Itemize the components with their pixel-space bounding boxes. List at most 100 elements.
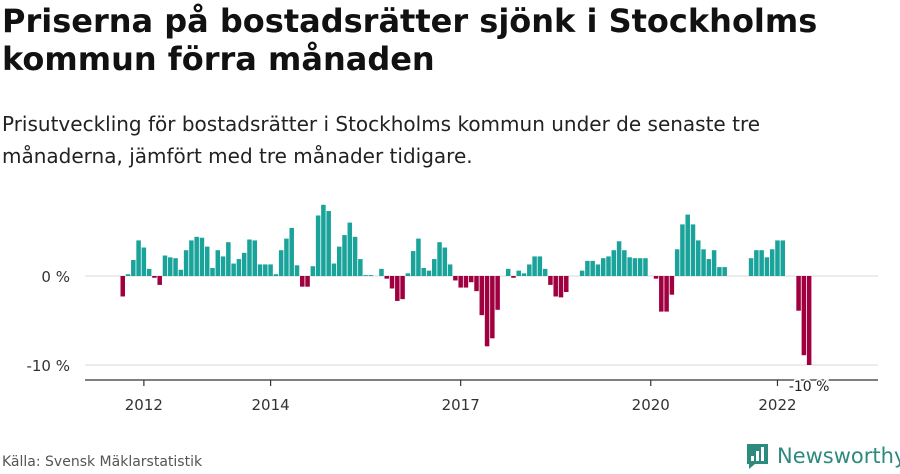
bar: [801, 276, 807, 356]
x-tick-label: 2022: [758, 396, 796, 414]
bar: [125, 274, 131, 276]
bar: [711, 250, 717, 276]
bar: [152, 276, 157, 278]
bar: [474, 276, 479, 292]
bar: [136, 240, 141, 276]
bar: [442, 247, 448, 276]
bar: [204, 246, 210, 276]
x-tick-label: 2014: [251, 396, 289, 414]
bar: [537, 256, 543, 276]
bar: [468, 276, 474, 283]
bar: [199, 237, 205, 276]
bar: [379, 268, 384, 276]
bar: [368, 275, 374, 276]
bar: [168, 257, 173, 276]
x-tick-label: 2020: [632, 396, 670, 414]
bar: [780, 240, 785, 276]
bar: [564, 276, 569, 293]
bar: [558, 276, 564, 298]
bar: [215, 250, 221, 276]
source-note: Källa: Svensk Mäklarstatistik: [2, 454, 203, 470]
bar: [717, 267, 722, 276]
chart-title: Priserna på bostadsrätter sjönk i Stockh…: [2, 2, 818, 78]
bar: [189, 240, 194, 276]
bar: [252, 240, 257, 276]
bar: [305, 276, 310, 287]
bar: [643, 258, 648, 276]
bar: [516, 270, 521, 276]
bar: [241, 252, 247, 276]
bar: [300, 276, 305, 287]
bar: [722, 267, 727, 276]
bar: [579, 270, 585, 276]
bar: [659, 276, 664, 312]
bar: [226, 242, 231, 276]
bar: [389, 276, 395, 289]
bar: [611, 250, 617, 276]
bar: [178, 269, 184, 276]
bar: [463, 276, 469, 288]
bar: [748, 258, 754, 276]
bar: [490, 276, 495, 339]
bar: [759, 250, 764, 276]
bar: [326, 211, 331, 276]
y-tick-label: -10 %: [26, 357, 70, 375]
bar: [342, 235, 347, 276]
bar: [395, 276, 400, 301]
bar: [426, 270, 432, 276]
bar: [553, 276, 558, 297]
bar: [120, 276, 125, 297]
bar: [310, 266, 316, 276]
bar: [321, 204, 326, 276]
bar: [131, 259, 136, 276]
bar: [653, 276, 659, 279]
newsworthy-logo: Newsworthy: [745, 441, 900, 471]
bar: [194, 236, 199, 276]
bar: [284, 238, 289, 276]
bar: [521, 273, 527, 276]
bar: [527, 264, 532, 276]
bar: [400, 276, 405, 300]
bar: [268, 264, 273, 276]
bar: [532, 256, 537, 276]
bar: [336, 246, 342, 276]
brand-name: Newsworthy: [777, 444, 900, 468]
bar: [484, 276, 490, 347]
bar: [141, 247, 147, 276]
bar: [421, 267, 426, 276]
bar: [352, 236, 358, 276]
bar: [696, 240, 701, 276]
bar: [257, 264, 263, 276]
bar: [511, 276, 516, 278]
bar: [458, 276, 463, 288]
bar: [664, 276, 669, 312]
bar: [754, 250, 759, 276]
bar: [315, 215, 321, 276]
bar: [479, 276, 485, 316]
bar: [157, 276, 162, 285]
bar: [669, 276, 675, 295]
bar: [690, 224, 696, 276]
bar: [437, 242, 442, 276]
bar: [548, 276, 553, 285]
bar: [236, 259, 242, 276]
bar: [220, 256, 226, 276]
last-value-label: -10 %: [789, 379, 830, 395]
bar: [432, 259, 437, 276]
x-tick-label: 2017: [442, 396, 480, 414]
bar: [622, 250, 627, 276]
bar: [764, 257, 770, 276]
bar: [775, 240, 780, 276]
bar: [289, 227, 294, 276]
bar: [278, 250, 284, 276]
bar: [453, 276, 458, 281]
bar: [606, 256, 611, 276]
bar: [405, 273, 411, 276]
bar: [146, 268, 152, 276]
bar: [410, 251, 416, 276]
bar: [806, 276, 812, 365]
x-tick-label: 2012: [125, 396, 163, 414]
bar: [685, 214, 690, 276]
bar: [616, 241, 622, 276]
